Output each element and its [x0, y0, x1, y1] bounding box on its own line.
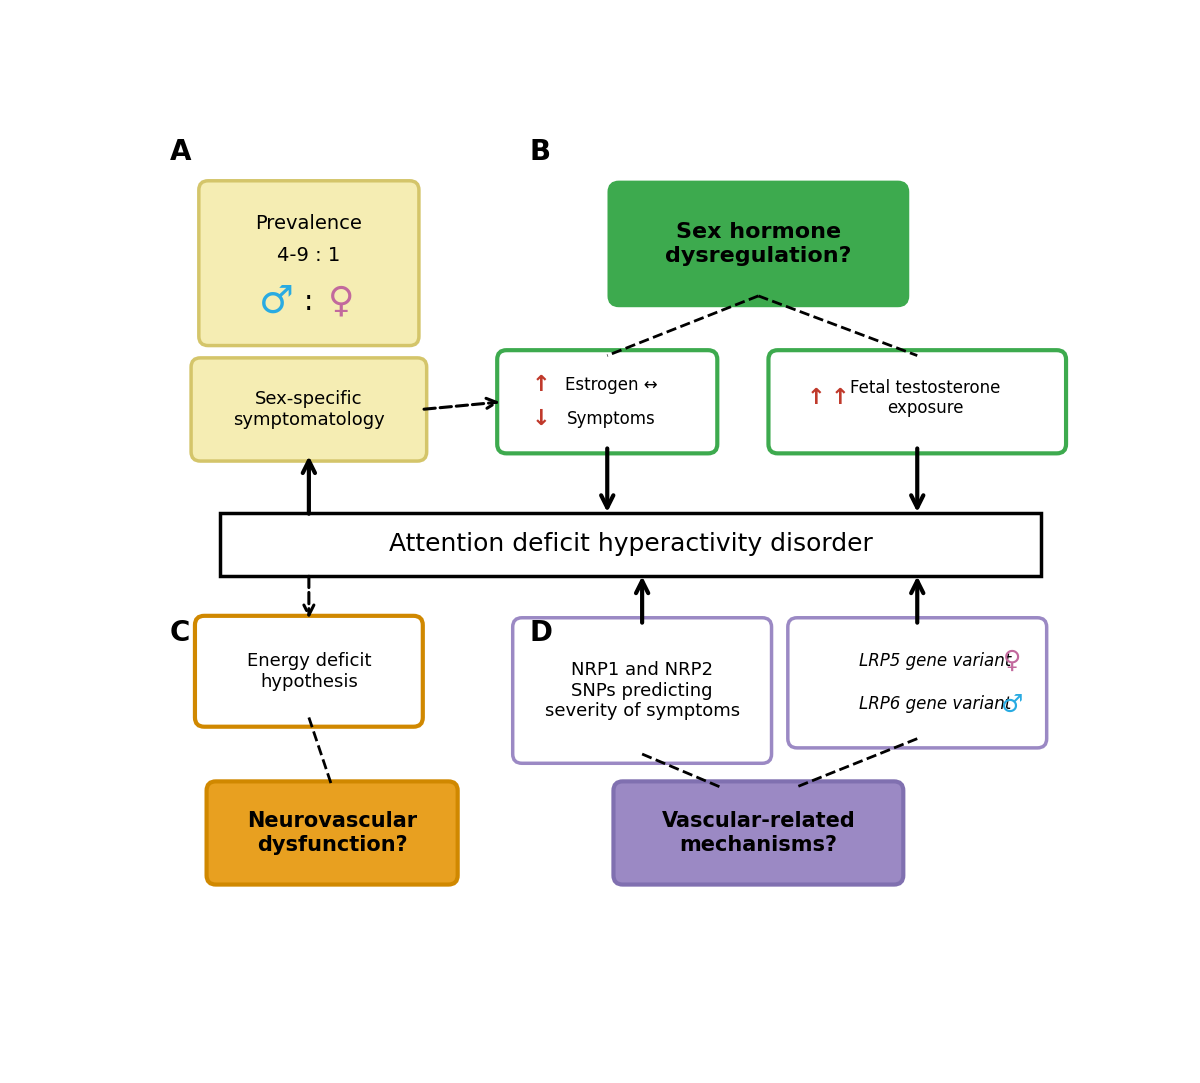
FancyBboxPatch shape [199, 181, 419, 345]
FancyBboxPatch shape [191, 357, 427, 461]
FancyBboxPatch shape [610, 183, 907, 305]
Text: Sex hormone
dysregulation?: Sex hormone dysregulation? [665, 222, 852, 265]
Text: ↓: ↓ [532, 408, 551, 429]
Text: Sex-specific
symptomatology: Sex-specific symptomatology [233, 390, 385, 429]
Text: D: D [529, 618, 553, 647]
FancyBboxPatch shape [788, 617, 1046, 748]
Text: 4-9 : 1: 4-9 : 1 [277, 246, 341, 265]
Text: LRP5 gene variant: LRP5 gene variant [859, 652, 1012, 670]
Text: B: B [529, 138, 551, 166]
Text: NRP1 and NRP2
SNPs predicting
severity of symptoms: NRP1 and NRP2 SNPs predicting severity o… [545, 661, 739, 720]
Text: Vascular-related
mechanisms?: Vascular-related mechanisms? [661, 811, 856, 854]
Text: Neurovascular
dysfunction?: Neurovascular dysfunction? [247, 811, 418, 854]
FancyBboxPatch shape [613, 781, 904, 885]
Text: LRP6 gene variant: LRP6 gene variant [859, 695, 1012, 714]
FancyBboxPatch shape [206, 781, 457, 885]
Text: ↑: ↑ [830, 388, 850, 408]
Text: ♂: ♂ [259, 283, 294, 321]
FancyBboxPatch shape [497, 350, 718, 454]
Text: Symptoms: Symptoms [566, 409, 655, 428]
Text: ♂: ♂ [1001, 692, 1022, 716]
Text: Fetal testosterone
exposure: Fetal testosterone exposure [850, 379, 1000, 417]
FancyBboxPatch shape [768, 350, 1066, 454]
Text: Prevalence: Prevalence [256, 213, 362, 233]
FancyBboxPatch shape [512, 617, 772, 764]
FancyBboxPatch shape [194, 616, 422, 727]
Text: ↑: ↑ [808, 388, 826, 408]
Text: ♀: ♀ [328, 285, 355, 318]
Text: Estrogen ↔: Estrogen ↔ [565, 376, 658, 394]
Text: A: A [169, 138, 191, 166]
Text: ♀: ♀ [1003, 650, 1021, 674]
Text: ↑: ↑ [532, 375, 551, 395]
Text: Energy deficit
hypothesis: Energy deficit hypothesis [247, 652, 371, 691]
Text: Attention deficit hyperactivity disorder: Attention deficit hyperactivity disorder [389, 532, 872, 557]
FancyBboxPatch shape [220, 512, 1042, 576]
Text: C: C [169, 618, 190, 647]
Text: :: : [304, 288, 313, 315]
